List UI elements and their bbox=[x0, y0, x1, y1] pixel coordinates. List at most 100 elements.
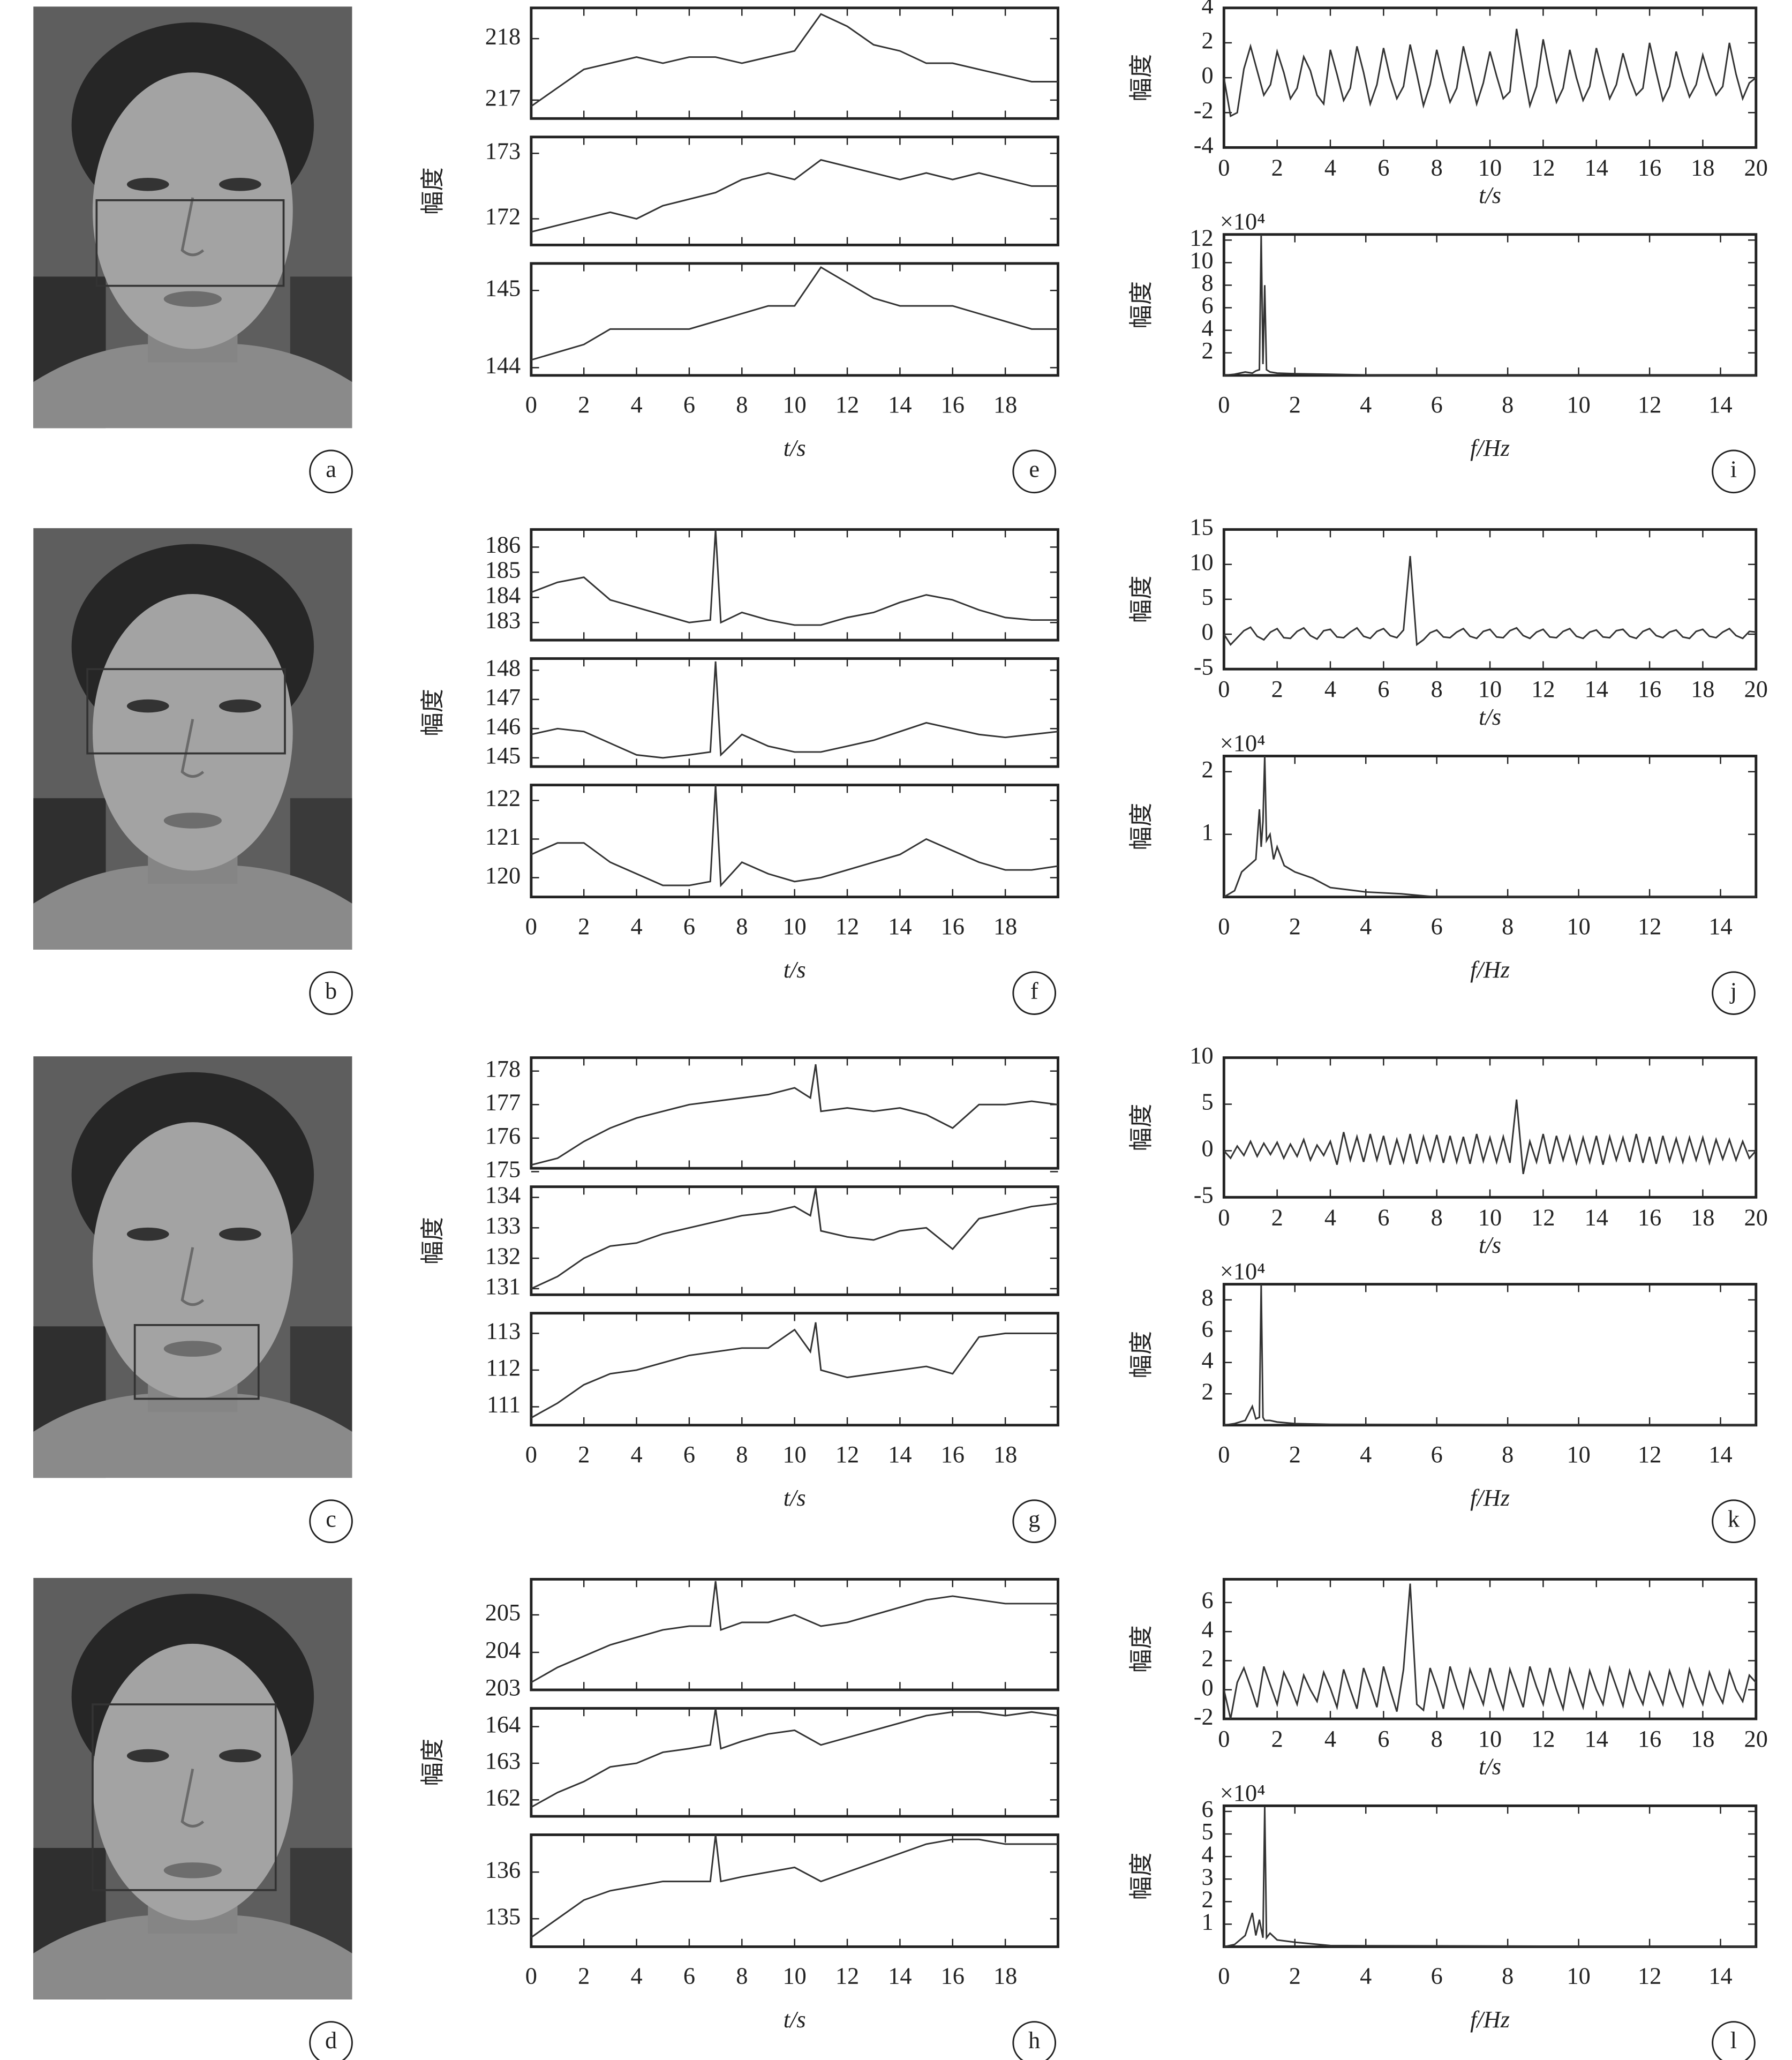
y-tick-label: 145 bbox=[485, 275, 521, 301]
x-axis-label: t/s bbox=[1479, 1232, 1501, 1258]
y-tick-label: 183 bbox=[485, 607, 521, 633]
x-tick-label: 4 bbox=[1360, 392, 1372, 418]
x-tick-label: 8 bbox=[1502, 1963, 1514, 1989]
x-tick-label: 4 bbox=[1324, 1204, 1336, 1230]
signal-line bbox=[530, 1835, 1058, 1938]
x-tick-label: 18 bbox=[993, 1963, 1017, 1989]
photo-shoulders bbox=[33, 343, 352, 428]
x-tick-label: 2 bbox=[1289, 1441, 1301, 1468]
y-axis-label: 幅度 bbox=[419, 689, 446, 736]
panel-label-circle bbox=[309, 449, 353, 494]
x-tick-label: 14 bbox=[1585, 154, 1608, 181]
x-tick-label: 4 bbox=[1324, 154, 1336, 181]
y-tick-label: 0 bbox=[1202, 1136, 1214, 1162]
x-tick-label: 16 bbox=[941, 913, 965, 939]
x-tick-label: 14 bbox=[888, 1963, 912, 1989]
panel-label: k bbox=[1728, 1506, 1740, 1532]
x-tick-label: 2 bbox=[578, 1441, 590, 1468]
x-tick-label: 0 bbox=[525, 1963, 537, 1989]
panel-label: a bbox=[326, 456, 336, 483]
y-tick-label: 134 bbox=[485, 1182, 521, 1208]
y-tick-label: 10 bbox=[1189, 549, 1213, 575]
y-tick-label: 112 bbox=[486, 1355, 521, 1381]
roi-box bbox=[133, 1324, 260, 1400]
x-tick-label: 10 bbox=[1478, 154, 1502, 181]
y-tick-label: 148 bbox=[485, 655, 521, 681]
photo-eye bbox=[219, 1749, 261, 1763]
photo-mouth bbox=[163, 813, 222, 829]
y-tick-label: 217 bbox=[485, 85, 521, 111]
y-axis-label: 幅度 bbox=[1128, 1626, 1154, 1673]
y-tick-label: 4 bbox=[1202, 315, 1214, 341]
signal-line bbox=[531, 1708, 1058, 1808]
x-axis-label: t/s bbox=[1479, 1754, 1501, 1780]
y-tick-label: 6 bbox=[1202, 1796, 1214, 1822]
plot-box bbox=[530, 784, 1059, 899]
y-axis-label: 幅度 bbox=[1128, 1331, 1154, 1379]
photo-eye bbox=[219, 699, 261, 713]
x-tick-label: 2 bbox=[578, 1963, 590, 1989]
panel-label: f bbox=[1030, 978, 1038, 1004]
plot-box bbox=[530, 1056, 1059, 1170]
x-tick-label: 6 bbox=[1377, 676, 1389, 702]
panel-label: l bbox=[1730, 2027, 1737, 2054]
y-tick-label: 172 bbox=[485, 204, 521, 230]
signal-line bbox=[1224, 1807, 1756, 1948]
y-tick-label: 147 bbox=[485, 684, 521, 710]
x-tick-label: 14 bbox=[1585, 676, 1608, 702]
plot-box bbox=[530, 6, 1059, 120]
signal-line bbox=[1223, 28, 1757, 118]
x-tick-label: 16 bbox=[941, 1963, 965, 1989]
signal-line bbox=[531, 159, 1058, 233]
x-tick-label: 14 bbox=[1708, 392, 1732, 418]
photo-nose bbox=[180, 719, 205, 778]
plot-box bbox=[1222, 1804, 1758, 1948]
panel-label: e bbox=[1029, 456, 1040, 483]
photo-shoulders bbox=[33, 1393, 352, 1478]
roi-box bbox=[86, 668, 286, 755]
panel-label: d bbox=[325, 2027, 337, 2054]
y-tick-label: 120 bbox=[485, 862, 521, 889]
scale-label: ×10⁴ bbox=[1220, 1780, 1266, 1806]
y-tick-label: 8 bbox=[1202, 270, 1214, 296]
x-tick-label: 6 bbox=[1377, 1204, 1389, 1230]
x-tick-label: 6 bbox=[683, 913, 695, 939]
x-tick-label: 8 bbox=[1502, 1441, 1514, 1468]
x-tick-label: 10 bbox=[1567, 1963, 1590, 1989]
signal-line bbox=[530, 13, 1058, 107]
y-tick-label: -5 bbox=[1194, 1182, 1214, 1208]
signal-line bbox=[1223, 1583, 1757, 1719]
y-tick-label: 0 bbox=[1202, 62, 1214, 88]
signal-line bbox=[1223, 756, 1756, 898]
y-tick-label: 162 bbox=[485, 1784, 521, 1810]
x-tick-label: 4 bbox=[630, 913, 642, 939]
y-tick-label: 1 bbox=[1202, 1909, 1214, 1935]
y-axis-label: 幅度 bbox=[1128, 54, 1154, 102]
y-tick-label: 12 bbox=[1189, 224, 1213, 251]
panel-label: h bbox=[1028, 2027, 1040, 2054]
x-tick-label: 2 bbox=[578, 913, 590, 939]
y-tick-label: 176 bbox=[485, 1123, 521, 1149]
plot-box bbox=[530, 1577, 1059, 1691]
y-tick-label: 163 bbox=[485, 1748, 521, 1774]
y-tick-label: 6 bbox=[1202, 1315, 1214, 1342]
x-tick-label: 16 bbox=[1638, 154, 1661, 181]
plot-box bbox=[1222, 1283, 1758, 1427]
y-tick-label: 5 bbox=[1202, 1818, 1214, 1845]
y-tick-label: 111 bbox=[487, 1392, 521, 1418]
photo-eye bbox=[126, 177, 169, 191]
x-tick-label: 18 bbox=[1691, 1726, 1714, 1752]
y-tick-label: 164 bbox=[485, 1711, 521, 1738]
x-tick-label: 8 bbox=[736, 1441, 748, 1468]
y-tick-label: 8 bbox=[1202, 1284, 1214, 1311]
x-tick-label: 16 bbox=[1638, 1204, 1661, 1230]
x-tick-label: 14 bbox=[888, 913, 912, 939]
y-tick-label: 0 bbox=[1202, 619, 1214, 645]
x-tick-label: 18 bbox=[1691, 154, 1714, 181]
y-tick-label: -4 bbox=[1194, 132, 1214, 159]
x-tick-label: 0 bbox=[1218, 154, 1230, 181]
photo-face bbox=[92, 72, 293, 349]
photo-mouth bbox=[163, 1341, 222, 1357]
y-tick-label: 122 bbox=[485, 785, 521, 811]
